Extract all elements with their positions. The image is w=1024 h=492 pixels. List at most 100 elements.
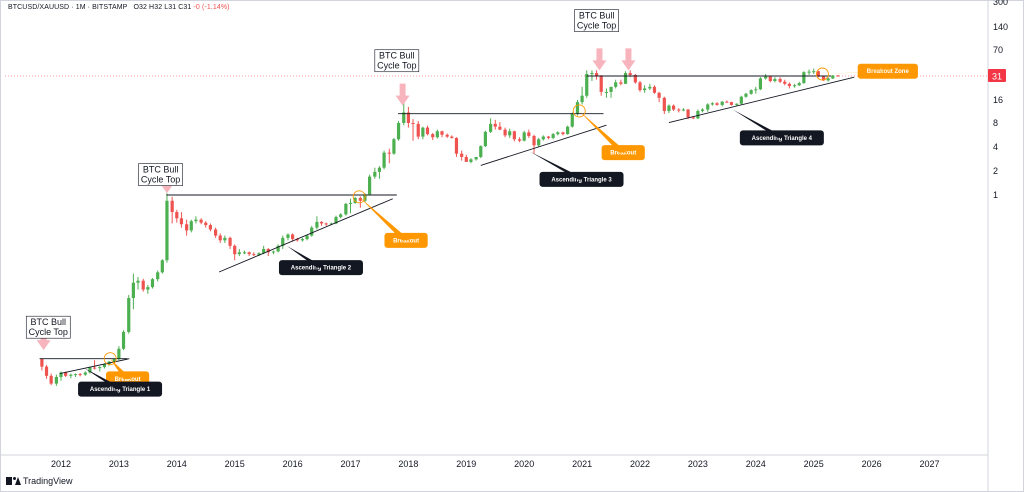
breakout-callout: [857, 63, 918, 79]
time-axis-tick: 2014: [167, 459, 187, 469]
candle-body: [382, 152, 386, 168]
time-axis-tick: 2021: [572, 459, 592, 469]
triangle-callout-text: Ascending Triangle 3: [551, 177, 612, 183]
candle-body: [291, 234, 295, 240]
candle-body: [643, 88, 647, 91]
candle-body: [175, 212, 179, 219]
candle-body: [315, 221, 319, 228]
candle-body: [199, 219, 203, 223]
candle-body: [792, 85, 797, 87]
candle-body: [358, 197, 362, 201]
callout-pointer: [110, 358, 132, 379]
candle-body: [416, 123, 420, 137]
cycle-top-label-text: BTC Bull: [379, 51, 415, 61]
candle-body: [783, 81, 787, 84]
trendline: [668, 76, 855, 124]
candle-body: [706, 104, 710, 110]
candle-body: [681, 109, 686, 111]
breakout-callout-text: Breakout Zone: [867, 69, 910, 75]
candle-body: [450, 136, 454, 138]
candle-body: [512, 131, 516, 140]
candle-body: [392, 139, 396, 154]
candle-body: [787, 83, 791, 87]
candle-body: [73, 374, 78, 376]
candle-body: [739, 96, 743, 104]
price-axis-tick: 70: [993, 45, 1003, 55]
ohlc-open: O32: [133, 4, 147, 11]
candle-body: [812, 71, 816, 73]
candle-body: [54, 377, 58, 384]
trendline: [480, 124, 607, 166]
price-axis-tick: 300: [993, 0, 1008, 7]
candle-body: [156, 272, 160, 280]
candle-body: [98, 367, 102, 369]
candle-body: [802, 72, 806, 84]
candle-body: [368, 176, 372, 195]
ohlc-low: L31: [164, 4, 177, 11]
candle-body: [677, 109, 681, 111]
time-axis-tick: 2027: [919, 459, 939, 469]
candle-body: [402, 112, 406, 123]
candle-body: [541, 136, 545, 140]
candle-body: [744, 93, 748, 97]
candle-body: [648, 86, 652, 89]
candle-body: [189, 221, 193, 231]
candle-body: [194, 219, 198, 222]
trendline: [218, 198, 393, 273]
candle-body: [319, 221, 324, 224]
candle-body: [406, 112, 410, 123]
candle-body: [387, 152, 391, 154]
cycle-top-label-box: [374, 49, 420, 73]
candle-body: [252, 254, 256, 256]
time-axis-tick: 2022: [630, 459, 650, 469]
time-axis-tick: 2018: [398, 459, 418, 469]
candle-body: [691, 117, 695, 119]
cycle-top-arrow-icon: [592, 48, 607, 71]
candle-body: [121, 331, 126, 349]
breakout-circle: [815, 67, 829, 81]
candle-body: [725, 101, 729, 103]
candle-body: [498, 126, 502, 130]
time-axis-tick: 2026: [862, 459, 882, 469]
callout-pointer: [732, 109, 786, 138]
candle-body: [619, 82, 623, 84]
breakout-callout-text: Breakout: [610, 151, 636, 157]
candle-body: [69, 374, 73, 376]
cycle-top-label-box: [574, 9, 619, 32]
candle-body: [599, 76, 603, 92]
candle-body: [300, 239, 305, 241]
candle-body: [580, 95, 584, 103]
breakout-circle: [572, 104, 586, 118]
cycle-top-label-text: BTC Bull: [31, 317, 67, 327]
candle-body: [503, 129, 507, 136]
candle-body: [493, 123, 497, 127]
candle-body: [710, 103, 714, 105]
callout-pointer: [822, 71, 892, 75]
candle-body: [353, 197, 357, 203]
price-axis-tick: 2: [993, 166, 998, 176]
candle-body: [218, 235, 222, 241]
candle-body: [575, 102, 580, 114]
candle-body: [146, 287, 150, 290]
candle-body: [204, 222, 208, 226]
candle-body: [213, 229, 218, 236]
candle-body: [348, 202, 353, 204]
last-price-tag: [988, 69, 1006, 82]
candle-body: [310, 227, 314, 236]
tradingview-brand[interactable]: TradingView: [6, 476, 73, 486]
candle-body: [112, 359, 116, 362]
candles-layer: [40, 68, 840, 386]
candle-body: [700, 109, 705, 111]
candle-body: [411, 123, 415, 124]
callout-pointer: [529, 151, 586, 180]
candle-body: [696, 110, 700, 119]
callout-pointer: [84, 368, 125, 390]
candle-body: [266, 248, 270, 253]
breakout-callout-text: Breakout: [393, 238, 419, 244]
candle-body: [425, 127, 430, 135]
cycle-top-label-text: Cycle Top: [29, 327, 68, 337]
cycle-top-arrow-icon: [36, 328, 51, 351]
